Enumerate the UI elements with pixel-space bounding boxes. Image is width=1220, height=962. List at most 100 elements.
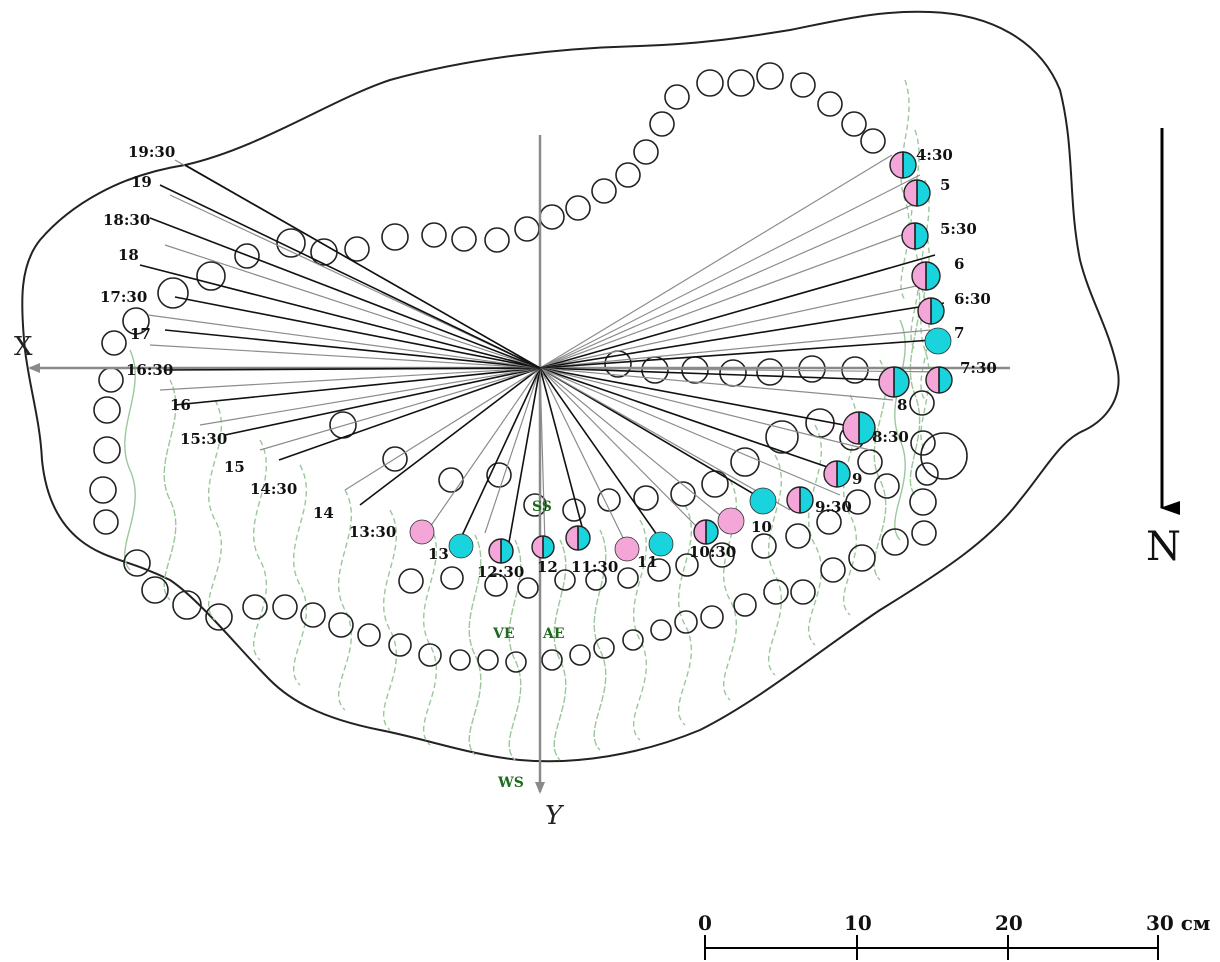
open-circle <box>765 420 799 454</box>
hour-label: 8 <box>897 396 907 414</box>
open-circle <box>909 390 935 416</box>
open-circle <box>874 473 900 499</box>
hour-line <box>539 204 913 369</box>
north-label: N <box>1146 524 1181 570</box>
analemma-loop <box>508 539 522 761</box>
hour-line <box>139 264 541 369</box>
open-circle <box>910 430 936 456</box>
hour-marker <box>749 487 777 515</box>
hour-marker <box>924 327 952 355</box>
hour-label: 13 <box>428 545 449 563</box>
hour-line <box>539 282 931 369</box>
open-circle <box>664 84 690 110</box>
hour-label: 8:30 <box>872 428 909 446</box>
open-circle <box>727 69 755 97</box>
hour-line <box>539 367 546 546</box>
hour-line <box>174 367 541 406</box>
open-circle <box>909 488 937 516</box>
hour-marker <box>614 536 640 562</box>
open-circle <box>615 162 641 188</box>
open-circle <box>860 128 886 154</box>
open-circle <box>845 489 871 515</box>
open-circle <box>790 579 816 605</box>
vernal-equinox-label: VE <box>492 626 515 642</box>
open-circle <box>440 566 464 590</box>
hour-label: 13:30 <box>349 523 396 541</box>
hour-line <box>199 367 541 426</box>
hour-label: 7 <box>954 324 964 342</box>
hour-labels: 4:30 5 5:30 6 6:30 7 7:30 8 8:30 9 9:30 … <box>100 143 997 581</box>
hour-line <box>539 174 921 369</box>
hour-label: 15:30 <box>180 430 227 448</box>
open-circle <box>421 222 447 248</box>
analemma-loop <box>163 379 177 601</box>
hour-label: 18:30 <box>103 211 150 229</box>
hour-line <box>539 367 841 496</box>
open-circle <box>920 432 968 480</box>
analemma-loop <box>632 519 648 741</box>
open-circle <box>157 277 189 309</box>
hour-marker <box>488 538 514 564</box>
open-circle <box>915 462 939 486</box>
scale-tick-label: 30 см <box>1146 911 1210 935</box>
open-circle <box>141 576 169 604</box>
open-circle <box>622 629 644 651</box>
hour-line <box>539 367 663 543</box>
open-circle <box>817 91 843 117</box>
open-circle <box>756 62 784 90</box>
autumnal-equinox-label: AE <box>542 626 565 642</box>
open-circle <box>123 549 151 577</box>
hour-label: 14:30 <box>250 480 297 498</box>
open-circle <box>505 651 527 673</box>
analemma-loop <box>894 319 906 541</box>
open-circle <box>696 69 724 97</box>
open-circle <box>101 330 127 356</box>
open-circle <box>701 470 729 498</box>
analemma-loop <box>909 274 921 496</box>
open-circle <box>451 226 477 252</box>
hour-line <box>539 367 629 549</box>
open-circle <box>310 238 338 266</box>
analemma-loop <box>337 489 353 711</box>
open-circle <box>554 569 576 591</box>
hour-marker <box>911 261 941 291</box>
hour-marker <box>693 519 719 545</box>
hour-label: 18 <box>118 246 139 264</box>
hour-marker <box>717 507 745 535</box>
hour-label: 10:30 <box>689 543 736 561</box>
hour-line <box>539 254 936 369</box>
open-circle <box>816 509 842 535</box>
hour-label: 19:30 <box>128 143 175 161</box>
hour-marker <box>786 486 814 514</box>
hour-line <box>224 367 541 436</box>
hour-marker <box>917 297 945 325</box>
stone-outline <box>21 10 1120 763</box>
open-circle <box>785 523 811 549</box>
hour-line <box>344 367 541 491</box>
hour-label: 17:30 <box>100 288 147 306</box>
hour-line <box>539 367 727 521</box>
open-circle <box>730 447 760 477</box>
open-circle <box>93 509 119 535</box>
hour-lines <box>139 154 951 549</box>
hour-marker <box>842 411 876 445</box>
hour-marker <box>903 179 931 207</box>
analemma-curves <box>124 79 930 761</box>
y-axis-label: Y <box>545 801 565 831</box>
open-circle <box>585 569 607 591</box>
open-circle <box>272 594 298 620</box>
open-circle <box>344 236 370 262</box>
hour-line <box>459 367 541 541</box>
hour-line <box>159 367 541 391</box>
hour-label: 5 <box>940 176 950 194</box>
hour-line <box>539 367 886 381</box>
scale-tick-label: 10 <box>844 911 872 935</box>
analemma-loop <box>722 479 738 701</box>
hour-line <box>539 367 791 511</box>
analemma-loop <box>767 454 783 676</box>
hour-label: 12:30 <box>477 563 524 581</box>
open-circle <box>388 633 412 657</box>
hour-line <box>539 154 893 369</box>
hour-line <box>539 367 871 451</box>
analemma-loop <box>292 464 308 686</box>
